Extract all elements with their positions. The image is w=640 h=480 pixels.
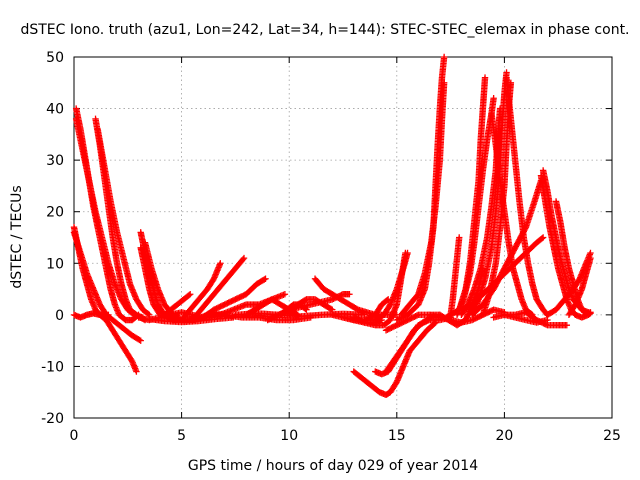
series-14 <box>178 260 224 324</box>
data-point <box>136 336 143 344</box>
y-tick-label: -10 <box>41 359 64 375</box>
series-2 <box>70 229 144 344</box>
data-series <box>70 53 594 398</box>
x-tick-label: 25 <box>603 428 621 444</box>
data-point <box>105 311 112 319</box>
series-34 <box>397 79 448 319</box>
series-3 <box>70 310 112 321</box>
plot-frame <box>73 56 613 419</box>
data-point <box>133 368 140 375</box>
data-point <box>239 256 247 263</box>
x-tick-labels: 0 5 10 15 20 25 <box>70 428 621 444</box>
data-point <box>217 260 224 267</box>
data-point <box>137 337 144 344</box>
tick-marks <box>73 56 613 419</box>
data-point <box>185 291 193 299</box>
x-axis-title: GPS time / hours of day 029 of year 2014 <box>188 458 478 474</box>
data-point <box>281 291 289 298</box>
series-23 <box>286 296 336 319</box>
y-tick-label: 40 <box>46 102 64 118</box>
data-point <box>145 310 152 318</box>
data-point <box>262 275 269 282</box>
series-15 <box>189 254 248 324</box>
y-tick-label: 20 <box>46 205 64 221</box>
y-tick-label: 0 <box>55 308 64 324</box>
data-point <box>261 276 268 283</box>
x-tick-label: 0 <box>70 428 79 444</box>
series-13 <box>161 291 194 319</box>
data-point <box>187 291 194 298</box>
y-axis-title: dSTEC / TECUs <box>9 185 25 288</box>
x-tick-label: 5 <box>177 428 186 444</box>
y-tick-label: 30 <box>46 153 64 169</box>
y-tick-label: 50 <box>46 50 64 66</box>
data-point <box>240 254 248 262</box>
y-tick-label: 10 <box>46 256 64 272</box>
x-tick-label: 10 <box>280 428 298 444</box>
x-tick-label: 20 <box>495 428 513 444</box>
data-point <box>440 53 448 61</box>
x-tick-label: 15 <box>388 428 406 444</box>
data-point <box>293 310 300 318</box>
series-7 <box>94 126 153 319</box>
data-point <box>346 291 353 298</box>
data-point <box>302 305 309 313</box>
y-tick-label: -20 <box>41 411 64 427</box>
data-point <box>294 311 302 319</box>
data-point <box>481 74 489 81</box>
data-point <box>456 234 463 241</box>
chart-title: dSTEC Iono. truth (azu1, Lon=242, Lat=34… <box>20 22 629 38</box>
grid-lines <box>74 57 612 418</box>
data-point <box>303 306 310 313</box>
data-point <box>490 95 497 102</box>
y-tick-labels: -20 -10 0 10 20 30 40 50 <box>41 50 64 427</box>
